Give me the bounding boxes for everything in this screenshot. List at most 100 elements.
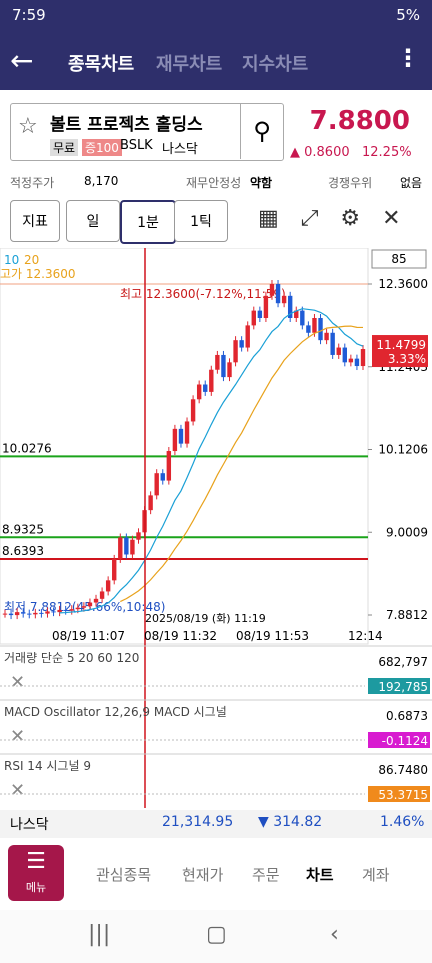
back-button[interactable]: ← (10, 44, 34, 77)
candle (330, 332, 335, 355)
candle (105, 580, 111, 592)
nav-tab[interactable]: 계좌 (362, 866, 390, 884)
candle (172, 428, 178, 452)
tab[interactable]: 재무차트 (156, 54, 223, 75)
ticker-change: ▼ 314.82 (258, 814, 323, 830)
candle (275, 284, 281, 304)
star[interactable]: ☆ (18, 114, 38, 139)
menu-button[interactable]: ☰ 메뉴 (8, 845, 64, 901)
panel-current-box (368, 732, 430, 748)
candle (81, 606, 87, 608)
candle (178, 428, 184, 444)
info-value: 8,170 (84, 174, 119, 188)
panel-title: RSI 14 시그널 9 (4, 759, 91, 773)
more-button[interactable]: ⋮ (396, 44, 420, 72)
candle (354, 358, 360, 367)
x-tick-label: 08/19 11:07 (52, 629, 125, 643)
candle (342, 347, 347, 363)
current-box (372, 335, 428, 368)
close-icon: ✕ (10, 726, 25, 747)
x-tick-label: 08/19 11:32 (144, 629, 217, 643)
legend: 10 (4, 253, 19, 267)
candle (294, 310, 299, 318)
stock-box[interactable] (10, 103, 284, 161)
y-tick-label: 10.1206 (378, 443, 428, 457)
candle (27, 613, 32, 615)
candle (245, 325, 250, 348)
candle (57, 609, 62, 613)
plot-border (0, 248, 369, 645)
panel-current: 192,785 (378, 680, 428, 694)
tool-icons[interactable]: ▦⤢⚙✕ (258, 206, 423, 231)
candle (45, 611, 50, 614)
cross-time: 2025/08/19 (화) 11:19 (145, 612, 266, 625)
tab[interactable]: 종목차트 (68, 54, 135, 75)
nav-tab[interactable]: 관심종목 (96, 866, 152, 884)
candle (287, 295, 293, 318)
candle (215, 354, 220, 370)
tab[interactable]: 지수차트 (242, 54, 309, 75)
info-label: 재무안정성 (186, 176, 242, 190)
market: 나스닥 (162, 142, 198, 157)
button[interactable]: 1분 (120, 200, 176, 244)
close-icon: ✕ (10, 672, 25, 693)
ticker-bar (0, 810, 432, 838)
candle (324, 332, 329, 341)
candle (281, 295, 287, 304)
level-label: 8.9325 (2, 522, 44, 536)
info-value: 약함 (250, 176, 273, 190)
x-tick-label: 08/19 11:53 (236, 629, 309, 643)
candle (196, 384, 202, 400)
candle (257, 310, 263, 318)
current-price: 11.4799 (376, 338, 426, 352)
button[interactable]: 일 (66, 200, 120, 242)
search[interactable]: ⚲ (240, 103, 283, 159)
candle (154, 473, 159, 496)
candle (360, 349, 366, 367)
price: 7.8800 (309, 106, 410, 136)
status-bar (0, 0, 432, 30)
y-tick-label: 7.8812 (386, 608, 428, 622)
panel-current-box (368, 678, 430, 694)
code: BSLK (120, 138, 153, 153)
candle (75, 607, 81, 610)
candle (166, 451, 172, 481)
high-label: 고가 12.3600 (0, 267, 76, 281)
candle (118, 537, 123, 559)
moving-average (120, 325, 364, 603)
candle (124, 537, 129, 555)
candle (136, 532, 141, 540)
nav-tab[interactable]: 차트 (306, 866, 334, 884)
menu-label: 메뉴 (25, 881, 47, 894)
candle (51, 611, 56, 613)
level-label: 10.0276 (2, 441, 52, 455)
panel-current-box (368, 786, 430, 802)
candle (160, 473, 165, 481)
candle (348, 358, 354, 363)
candle (233, 340, 238, 363)
rate: 12.25% (362, 145, 412, 160)
button[interactable]: 1틱 (174, 200, 228, 242)
candle (263, 295, 269, 318)
current-rate: 3.33% (388, 352, 426, 366)
candle (336, 347, 341, 355)
button[interactable]: 지표 (10, 200, 60, 242)
time: 7:59 (12, 6, 46, 24)
candle (184, 421, 190, 444)
nav-tab[interactable]: 주문 (252, 866, 280, 884)
candle (269, 284, 275, 296)
moving-average (59, 308, 364, 614)
info-value: 없음 (400, 176, 423, 190)
header (0, 30, 432, 90)
info-label: 적정주가 (10, 176, 55, 190)
candle (33, 612, 38, 615)
candle (318, 317, 323, 341)
panel-top: 86.7480 (378, 763, 428, 777)
candle (112, 558, 117, 581)
candle (39, 612, 44, 614)
nav-tab[interactable]: 현재가 (182, 866, 224, 884)
candle (239, 340, 244, 348)
max-note: 최고 12.3600(-7.12%,11:59) (120, 287, 286, 301)
candle (203, 384, 208, 392)
